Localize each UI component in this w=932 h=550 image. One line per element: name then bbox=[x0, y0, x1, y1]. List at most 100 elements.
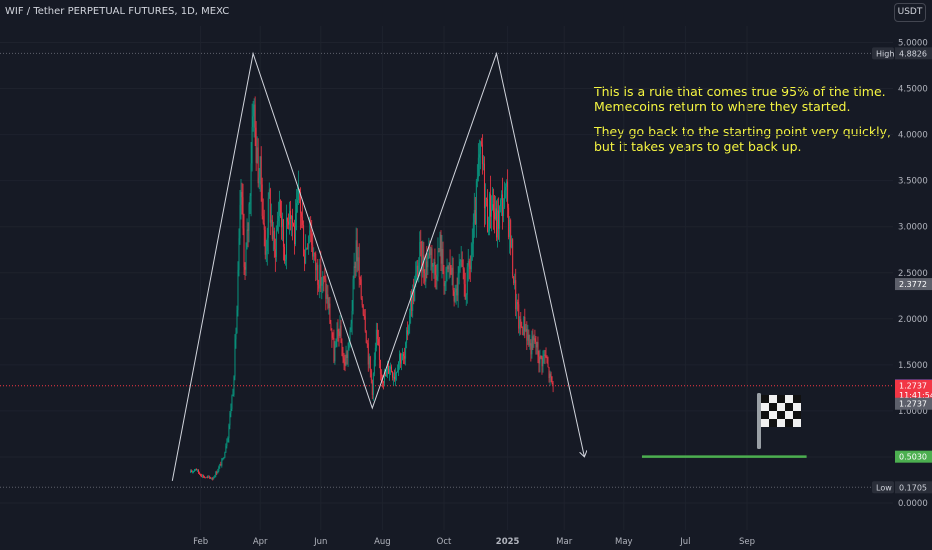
candle-body bbox=[243, 228, 245, 268]
candle-body bbox=[293, 223, 294, 227]
candle-body bbox=[194, 469, 195, 471]
y-tick-label: 1.0000 bbox=[898, 407, 928, 417]
candle-body bbox=[350, 323, 352, 330]
candle-body bbox=[304, 256, 306, 264]
candle-body bbox=[227, 437, 229, 443]
candle-body bbox=[414, 282, 416, 301]
candle-body bbox=[236, 310, 238, 333]
candle-body bbox=[540, 355, 542, 358]
candle-body bbox=[306, 247, 308, 249]
candle-body bbox=[397, 371, 398, 373]
candle-body bbox=[378, 345, 380, 360]
candle-body bbox=[512, 239, 514, 277]
candle-body bbox=[510, 220, 512, 248]
candle-body bbox=[375, 329, 377, 348]
y-tick-label: 3.5000 bbox=[898, 177, 928, 187]
candle-body bbox=[546, 356, 548, 364]
candle-body bbox=[307, 247, 309, 249]
candle-body bbox=[223, 457, 225, 459]
candle-body bbox=[277, 216, 279, 221]
candle-body bbox=[246, 229, 248, 250]
candle-body bbox=[382, 381, 384, 383]
candle-body bbox=[379, 359, 381, 375]
candle-body bbox=[478, 154, 480, 158]
candle-body bbox=[395, 372, 396, 380]
candle-body bbox=[219, 464, 221, 467]
candle-body bbox=[211, 478, 213, 480]
candle-body bbox=[518, 304, 520, 329]
candle-body bbox=[456, 288, 458, 296]
candle-body bbox=[465, 294, 467, 300]
flag-square bbox=[769, 395, 777, 403]
flag-square bbox=[793, 419, 801, 427]
candle-body bbox=[347, 349, 349, 359]
y-tick-label: 2.0000 bbox=[898, 315, 928, 325]
y-tick-label: 2.5000 bbox=[898, 269, 928, 279]
candle-body bbox=[264, 229, 266, 255]
candle-body bbox=[481, 144, 483, 164]
candle-body bbox=[503, 207, 505, 217]
currency-button[interactable]: USDT bbox=[894, 3, 926, 22]
candle-body bbox=[490, 193, 491, 217]
x-tick-label: Oct bbox=[437, 537, 452, 547]
candle-body bbox=[358, 257, 360, 278]
candle-body bbox=[344, 362, 346, 366]
candle-body bbox=[295, 213, 296, 245]
pattern-line-group bbox=[171, 51, 584, 481]
candle-body bbox=[263, 223, 265, 230]
candle-body bbox=[338, 331, 340, 337]
candle-body bbox=[486, 198, 488, 232]
candle-body bbox=[499, 206, 501, 229]
candle-body bbox=[479, 141, 481, 155]
candle-body bbox=[439, 234, 441, 252]
candle-body bbox=[536, 342, 538, 348]
candle-body bbox=[365, 331, 367, 343]
candle-body bbox=[204, 477, 206, 478]
candle-body bbox=[424, 273, 426, 282]
price-label-value: 4.8826 bbox=[899, 49, 927, 58]
candle-body bbox=[447, 266, 449, 270]
candle-body bbox=[402, 353, 404, 360]
candle-body bbox=[550, 373, 552, 377]
candle-body bbox=[271, 219, 273, 239]
candle-body bbox=[208, 476, 210, 478]
candle-body bbox=[260, 156, 262, 185]
annotation-line: This is a rule that comes true 95% of th… bbox=[594, 84, 886, 99]
price-label-tag bbox=[872, 481, 894, 494]
candle-body bbox=[329, 303, 331, 324]
flag-square bbox=[777, 395, 785, 403]
annotation-note-2: They go back to the starting point very … bbox=[594, 124, 891, 154]
candle-body bbox=[230, 408, 232, 414]
candle-body bbox=[535, 341, 537, 348]
candle-body bbox=[203, 475, 205, 478]
candle-body bbox=[360, 279, 362, 299]
candle-body bbox=[239, 204, 241, 239]
candle-body bbox=[216, 472, 218, 474]
candle-body bbox=[309, 230, 311, 237]
flag-square bbox=[793, 411, 801, 419]
candle-body bbox=[359, 277, 361, 280]
candle-body bbox=[539, 355, 541, 364]
candle-body bbox=[317, 264, 319, 285]
candle-body bbox=[496, 208, 497, 238]
candle-body bbox=[320, 264, 322, 286]
candle-body bbox=[452, 267, 454, 291]
candle-body bbox=[337, 329, 339, 332]
candle-body bbox=[449, 263, 451, 266]
candle-body bbox=[430, 248, 432, 255]
candle-body bbox=[290, 210, 291, 219]
candle-body bbox=[433, 262, 435, 265]
candle-body bbox=[489, 193, 490, 231]
candle-body bbox=[407, 330, 409, 335]
candle-body bbox=[232, 394, 234, 396]
candle-body bbox=[419, 242, 421, 263]
candle-body bbox=[388, 365, 389, 374]
x-tick-label: Mar bbox=[556, 537, 573, 547]
candle-body bbox=[353, 266, 355, 280]
flag-square bbox=[793, 395, 801, 403]
candle-body bbox=[220, 464, 222, 466]
candle-body bbox=[275, 230, 277, 257]
candle-body bbox=[298, 188, 300, 201]
candle-body bbox=[284, 259, 286, 261]
